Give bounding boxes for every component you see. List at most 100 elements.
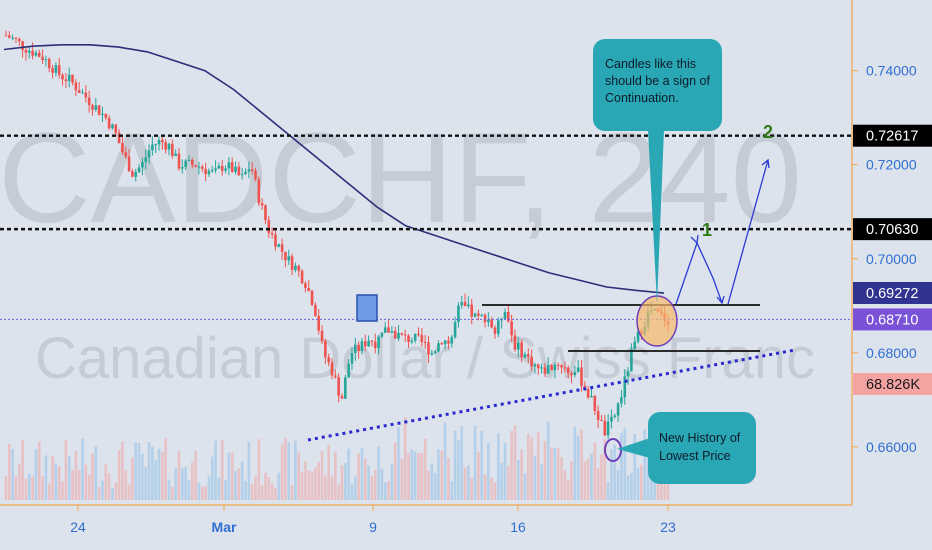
price-tags: 0.72617 0.70630 0.69272 0.68710 68.826K <box>853 124 932 395</box>
candle-body <box>147 150 151 158</box>
volume-bar <box>97 486 101 500</box>
x-tick-label: Mar <box>212 519 237 535</box>
candle-body <box>497 320 500 334</box>
target-1-label: 1 <box>702 220 712 240</box>
lowest-callout-line: Lowest Price <box>659 449 731 463</box>
volume-bar <box>300 471 304 500</box>
volume-bar <box>397 427 400 500</box>
candle-body <box>210 170 214 172</box>
projection-arrowhead-1 <box>716 295 725 305</box>
candle-body <box>320 330 324 341</box>
candle-body <box>380 332 384 337</box>
candle-body <box>141 161 144 168</box>
volume-bar <box>420 452 424 500</box>
volume-bar <box>264 472 267 500</box>
candle-body <box>540 367 543 369</box>
candle-body <box>307 288 311 291</box>
candle-body <box>317 315 321 331</box>
volume-bar <box>174 468 177 500</box>
volume-bar <box>294 440 297 500</box>
volume-bar <box>137 443 141 500</box>
projection-arrowhead-2 <box>761 158 770 169</box>
candle-body <box>220 165 224 171</box>
candle-body <box>477 313 480 316</box>
price-axis[interactable]: 0.74000 0.72000 0.70000 0.68000 0.66000 <box>852 63 917 455</box>
volume-bar <box>383 482 387 500</box>
volume-bar <box>603 438 607 500</box>
candle-body <box>357 344 360 352</box>
candle-body <box>490 319 493 328</box>
continuation-callout-line: Candles like this <box>605 57 696 71</box>
volume-bar <box>373 469 377 500</box>
volume-bar <box>357 453 360 500</box>
projection-arrowhead-mid <box>690 234 699 245</box>
volume-bar <box>463 467 467 500</box>
candlestick-series <box>4 30 670 439</box>
candle-body <box>91 105 94 110</box>
candle-body <box>606 421 610 436</box>
volume-bar <box>513 425 517 500</box>
volume-bar <box>623 428 627 500</box>
volume-bar <box>81 438 84 500</box>
volume-bar <box>517 459 520 500</box>
volume-bar <box>520 449 523 500</box>
volume-bar <box>563 470 567 500</box>
volume-bar <box>194 450 197 500</box>
volume-bar <box>536 431 540 500</box>
candle-body <box>157 139 161 145</box>
candle-body <box>41 56 44 61</box>
candle-body <box>400 332 404 335</box>
volume-bar <box>473 425 477 500</box>
volume-bar <box>41 476 44 500</box>
volume-bar <box>483 474 487 500</box>
candle-body <box>433 351 437 354</box>
candle-body <box>240 174 244 176</box>
volume-bar <box>290 484 294 500</box>
candle-body <box>480 314 484 316</box>
candle-body <box>536 364 540 369</box>
volume-bar <box>413 451 417 500</box>
time-axis[interactable]: 24 Mar 9 16 23 <box>70 505 676 535</box>
volume-bar <box>540 464 543 500</box>
volume-bar <box>430 463 434 500</box>
volume-bar <box>460 426 464 500</box>
volume-bar <box>593 442 597 500</box>
moving-average-line <box>3 43 665 294</box>
volume-bar <box>370 476 374 500</box>
volume-bar <box>530 437 533 500</box>
volume-bar <box>31 476 34 500</box>
candle-body <box>217 165 221 169</box>
volume-bar <box>586 458 590 500</box>
volume-bar <box>606 482 610 500</box>
volume-bar <box>304 461 307 500</box>
candle-body <box>410 340 414 343</box>
candle-body <box>363 341 367 347</box>
price-tag-black-dotted <box>853 218 932 241</box>
volume-bar <box>334 451 337 500</box>
candle-body <box>373 341 377 349</box>
candle-body <box>287 256 291 261</box>
candle-body <box>626 371 630 377</box>
candle-body <box>167 143 171 150</box>
volume-bar <box>363 458 367 500</box>
candle-body <box>450 337 454 344</box>
candle-body <box>300 270 304 284</box>
volume-bar <box>410 449 414 500</box>
candle-body <box>187 159 191 161</box>
candle-body <box>267 220 271 234</box>
candle-body <box>117 132 121 144</box>
price-tag-label: 0.68710 <box>866 312 918 328</box>
volume-bar <box>480 430 484 500</box>
candle-body <box>151 144 154 151</box>
volume-bar <box>447 457 450 500</box>
volume-bar <box>260 485 264 500</box>
volume-bar <box>616 470 620 500</box>
candle-body <box>67 74 71 82</box>
volume-bar <box>244 480 247 500</box>
candle-body <box>224 168 227 171</box>
candle-body <box>144 157 148 162</box>
volume-bar <box>71 470 74 500</box>
volume-bar <box>507 465 510 500</box>
volume-bar <box>337 484 340 500</box>
